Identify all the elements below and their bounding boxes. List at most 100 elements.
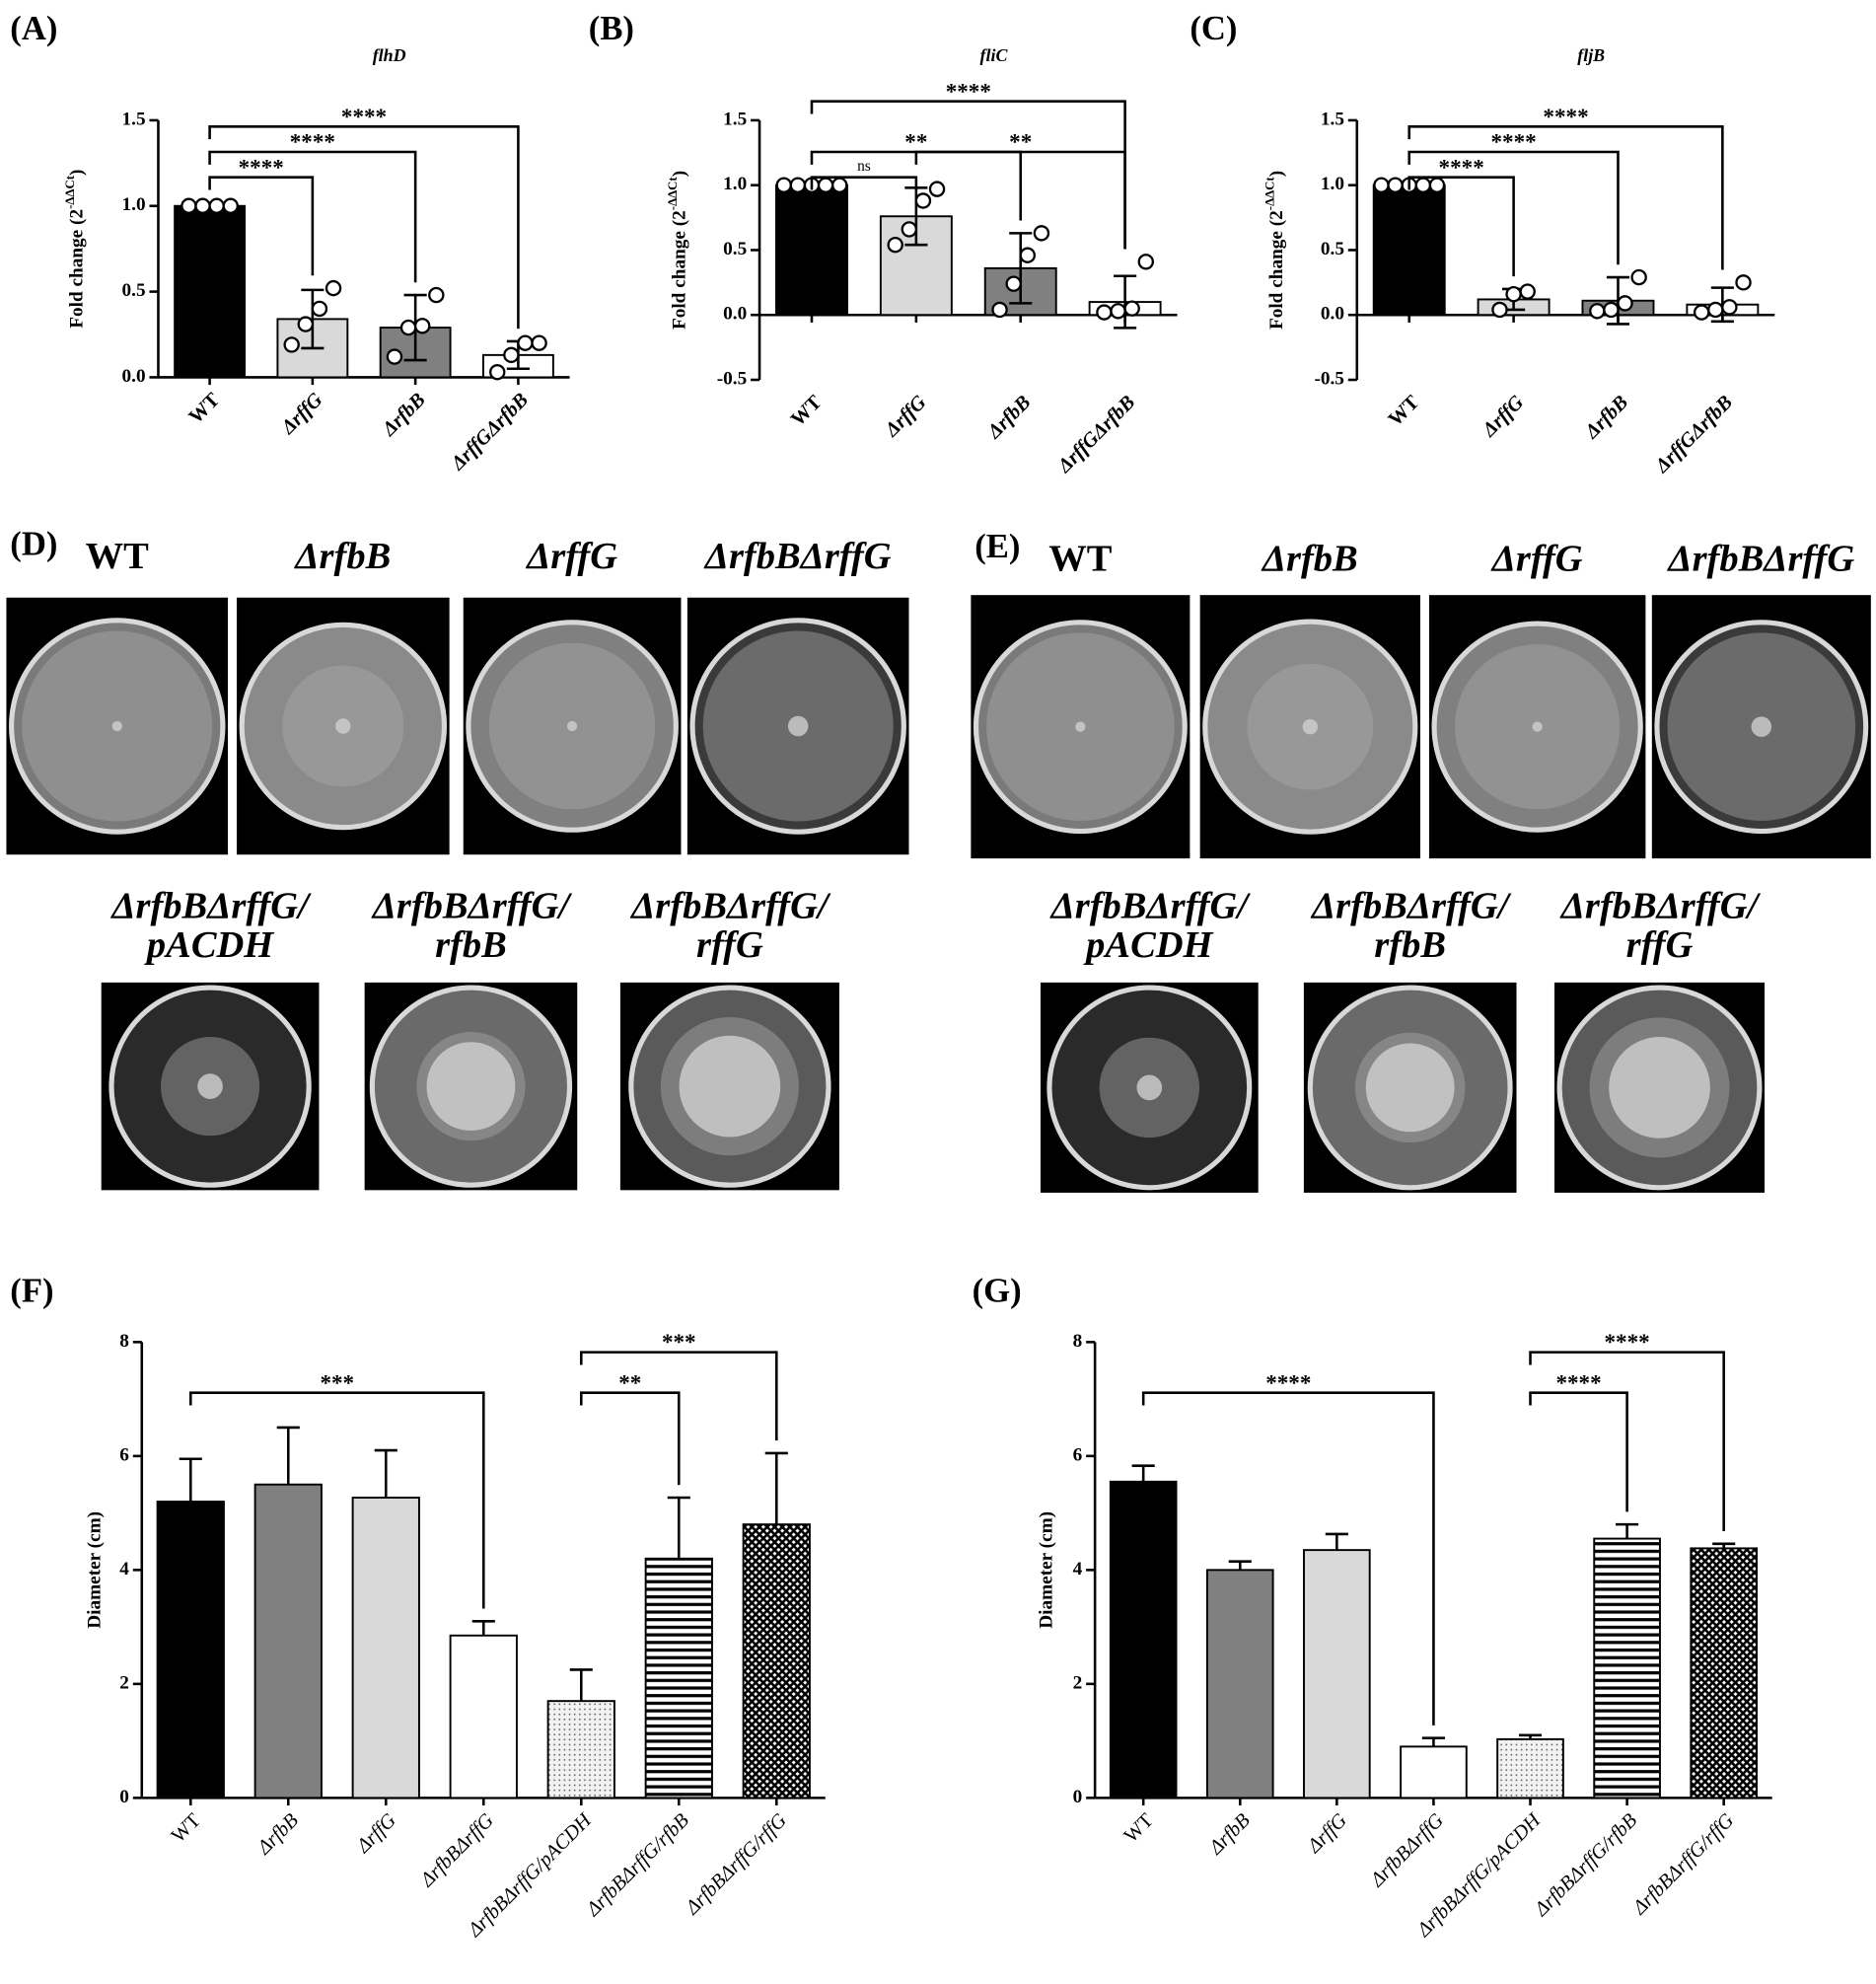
bar <box>1205 1569 1274 1800</box>
significance-label: ** <box>618 1369 641 1395</box>
plate-title: ΔrfbBΔrffG/ <box>629 885 831 926</box>
data-point <box>789 177 807 193</box>
bar <box>1496 1737 1564 1800</box>
plate-title: ΔrfbBΔrffG <box>1666 539 1854 580</box>
y-axis-label-text: Fold change (2 <box>1267 210 1288 330</box>
panel-label: (G) <box>973 1273 1022 1310</box>
data-point <box>1603 301 1620 319</box>
inoculation-spot <box>679 1035 781 1138</box>
data-point <box>1519 283 1536 300</box>
x-tick-label: ΔrffG <box>277 389 327 439</box>
significance-label: **** <box>1605 1329 1650 1355</box>
plate-title: WT <box>86 536 150 577</box>
bar <box>644 1557 713 1800</box>
x-tick-label: ΔrffG <box>881 392 931 442</box>
significance-bracket <box>1407 150 1620 265</box>
plate-title: rffG <box>696 924 763 966</box>
inoculation-spot <box>1532 721 1543 732</box>
y-axis-label: Fold change (2-ΔΔCt) <box>1263 171 1287 330</box>
significance-label: *** <box>662 1329 696 1355</box>
x-tick-label: ΔrfbB <box>253 1809 303 1860</box>
inoculation-spot <box>1365 1043 1455 1133</box>
data-point <box>297 316 315 332</box>
plate-title: ΔrfbB <box>1261 539 1358 580</box>
significance-bracket <box>810 176 918 190</box>
data-point <box>1110 303 1126 320</box>
inoculation-spot <box>1609 1037 1710 1139</box>
bar <box>156 1501 225 1800</box>
x-tick-label: ΔrfbB <box>1580 392 1632 444</box>
plate-title: ΔrfbBΔrffG/ <box>1049 885 1252 926</box>
data-point <box>1033 225 1050 242</box>
y-tick-label: 0 <box>1073 1787 1083 1807</box>
y-axis-label: Fold change (2-ΔΔCt) <box>666 171 690 330</box>
data-point <box>517 334 534 351</box>
data-point <box>1630 268 1647 286</box>
data-point <box>1721 299 1738 316</box>
x-tick-label: ΔrfbBΔrffG/rfbB <box>1530 1809 1641 1921</box>
data-point <box>1491 301 1508 319</box>
data-point <box>1414 177 1432 193</box>
significance-bracket <box>188 1391 485 1609</box>
y-tick-label: 0 <box>119 1787 129 1807</box>
data-point <box>1589 303 1606 320</box>
data-point <box>413 318 431 334</box>
significance-bracket <box>1407 125 1724 270</box>
x-tick-label: WT <box>1385 392 1424 431</box>
data-point <box>991 301 1008 319</box>
x-tick-label: ΔrfbBΔrffG <box>416 1809 498 1891</box>
y-tick-label: 0.5 <box>723 239 747 259</box>
bar <box>449 1634 518 1800</box>
data-point <box>1373 177 1390 193</box>
x-tick-label: WT <box>1120 1809 1158 1847</box>
y-tick-label: 0.5 <box>1321 239 1344 259</box>
panel-label: (D) <box>10 525 57 562</box>
inoculation-spot <box>335 718 351 734</box>
significance-label: **** <box>1543 104 1588 129</box>
significance-label: **** <box>946 78 991 104</box>
y-tick-label: 2 <box>119 1672 129 1693</box>
inoculation-spot <box>111 720 122 732</box>
y-tick-label: 6 <box>1073 1444 1083 1465</box>
y-tick-label: 8 <box>1073 1331 1083 1352</box>
y-tick-label: 0.0 <box>723 304 747 325</box>
significance-label: *** <box>320 1369 354 1395</box>
y-tick-label: 4 <box>1073 1559 1083 1580</box>
y-axis-label-text: Fold change (2 <box>67 209 88 329</box>
y-tick-label: 8 <box>119 1331 129 1352</box>
panel-label: (B) <box>589 10 634 47</box>
x-tick-label: ΔrffGΔrfbB <box>447 389 533 475</box>
data-point <box>1005 275 1022 292</box>
y-tick-label: 1.5 <box>122 109 146 129</box>
x-tick-label: ΔrffG <box>352 1809 400 1858</box>
significance-bracket <box>208 150 417 283</box>
bar <box>1690 1547 1758 1800</box>
data-point <box>1693 304 1710 321</box>
significance-label: ** <box>904 129 927 155</box>
data-point <box>1123 300 1140 317</box>
data-point <box>325 279 342 297</box>
data-point <box>311 300 328 318</box>
significance-label: ns <box>857 158 871 175</box>
data-point <box>208 197 225 214</box>
inoculation-spot <box>787 715 809 737</box>
data-point <box>817 177 834 193</box>
significance-label: **** <box>1265 1369 1311 1395</box>
significance-bracket <box>810 100 1126 250</box>
bar <box>1303 1549 1371 1800</box>
significance-label: **** <box>239 154 284 180</box>
y-axis-label-text: Diameter (cm) <box>85 1511 106 1629</box>
bar <box>351 1497 420 1800</box>
data-point <box>180 197 197 214</box>
significance-label: **** <box>341 104 387 129</box>
plate-title: ΔrfbBΔrffG/ <box>371 885 573 926</box>
y-tick-label: 0.5 <box>122 280 146 301</box>
significance-bracket <box>1529 1391 1628 1512</box>
panel-label: (A) <box>10 10 57 47</box>
plate-title: ΔrfbBΔrffG/ <box>1310 885 1512 926</box>
data-point <box>489 364 506 381</box>
data-point <box>283 336 300 353</box>
bar <box>1109 1480 1178 1800</box>
plate-title: pACDH <box>1083 924 1213 966</box>
data-point <box>503 346 520 364</box>
